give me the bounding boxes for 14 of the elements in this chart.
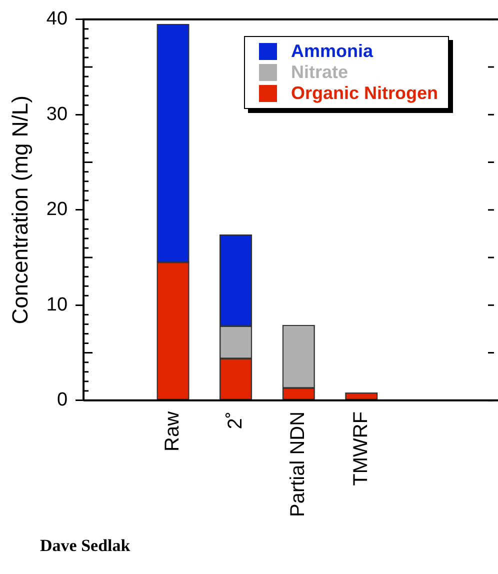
y-tick-label: 30 <box>46 104 68 125</box>
x-tick-label: TMWRF <box>350 411 372 486</box>
x-tick-label: 2˚ <box>224 411 246 430</box>
y-tick-label: 0 <box>56 390 68 411</box>
y-tick-label: 20 <box>46 199 68 220</box>
y-tick-label: 10 <box>46 294 68 316</box>
x-tick-label: Raw <box>162 410 184 452</box>
x-tick-label: Partial NDN <box>287 411 310 517</box>
legend-label: Nitrate <box>291 62 348 83</box>
legend-label: Ammonia <box>291 41 374 62</box>
legend-label: Organic Nitrogen <box>291 83 438 104</box>
text: Dave Sedlak <box>40 536 130 556</box>
y-tick-label: 40 <box>46 8 68 30</box>
y-axis-title: Concentration (mg N/L) <box>7 96 32 324</box>
